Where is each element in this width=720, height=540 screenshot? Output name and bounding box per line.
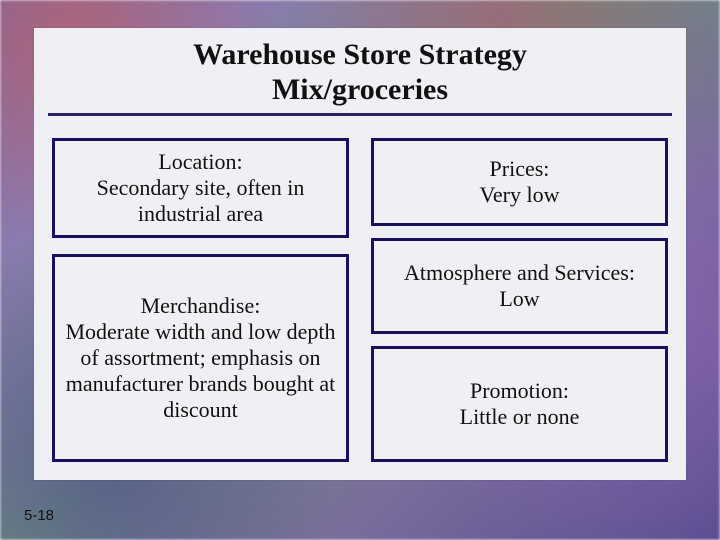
left-column: Location: Secondary site, often in indus…	[52, 138, 349, 462]
content-panel: Warehouse Store Strategy Mix/groceries L…	[34, 28, 686, 480]
title-line-2: Mix/groceries	[272, 73, 448, 106]
title-line-1: Warehouse Store Strategy	[193, 38, 527, 71]
right-column: Prices: Very low Atmosphere and Services…	[371, 138, 668, 462]
box-atmosphere-body: Low	[499, 286, 539, 311]
box-prices: Prices: Very low	[371, 138, 668, 226]
boxes-grid: Location: Secondary site, often in indus…	[52, 138, 668, 462]
box-promotion-body: Little or none	[460, 404, 580, 429]
box-location-body: Secondary site, often in industrial area	[97, 175, 305, 226]
title-underline	[48, 113, 672, 116]
page-number: 5-18	[24, 507, 54, 524]
box-prices-body: Very low	[479, 182, 559, 207]
box-prices-heading: Prices:	[490, 156, 550, 181]
box-promotion: Promotion: Little or none	[371, 346, 668, 462]
slide-title: Warehouse Store Strategy Mix/groceries	[34, 28, 686, 113]
box-location-heading: Location:	[158, 149, 242, 174]
box-promotion-heading: Promotion:	[470, 378, 569, 403]
box-merchandise-body: Moderate width and low depth of assortme…	[65, 319, 335, 422]
box-location: Location: Secondary site, often in indus…	[52, 138, 349, 238]
box-atmosphere: Atmosphere and Services: Low	[371, 238, 668, 334]
box-merchandise-heading: Merchandise:	[141, 293, 261, 318]
box-atmosphere-heading: Atmosphere and Services:	[404, 260, 635, 285]
box-merchandise: Merchandise: Moderate width and low dept…	[52, 254, 349, 462]
